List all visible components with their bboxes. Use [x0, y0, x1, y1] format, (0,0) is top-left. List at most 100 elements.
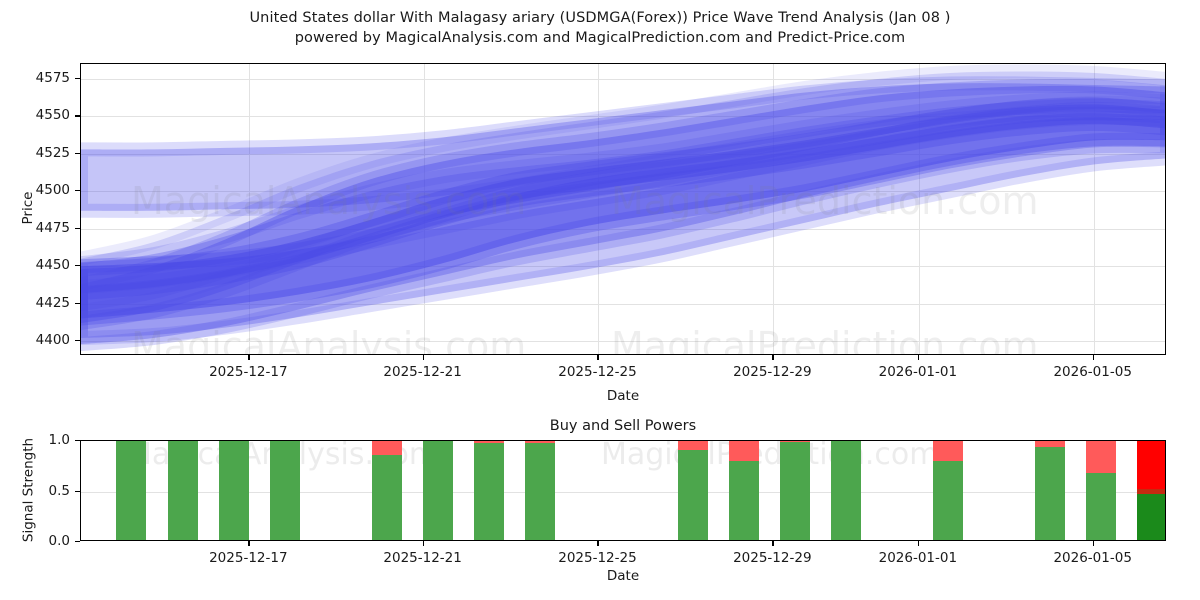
signal-bar[interactable] — [371, 441, 402, 540]
price-gridline-h — [81, 116, 1165, 118]
price-x-tickmark — [772, 355, 774, 360]
price-y-tick-label: 4400 — [35, 332, 70, 349]
price-y-tick-label: 4575 — [35, 69, 70, 86]
price-y-tickmark — [75, 227, 80, 229]
signal-bar-buy-segment — [218, 441, 249, 540]
signal-bar[interactable] — [167, 441, 198, 540]
signal-bar[interactable] — [831, 441, 862, 540]
signal-y-tick-label: 1.0 — [48, 432, 70, 448]
price-x-tick-label: 2026-01-05 — [1053, 364, 1132, 380]
signal-bar[interactable] — [269, 441, 300, 540]
signal-bar[interactable] — [780, 441, 811, 540]
price-y-tickmark — [75, 302, 80, 304]
price-gridline-h — [81, 303, 1165, 305]
price-gridline-v — [249, 64, 251, 354]
signal-x-tickmark — [1092, 541, 1094, 546]
signal-x-tick-label: 2026-01-01 — [878, 550, 958, 566]
signal-bar-buy-segment — [933, 461, 964, 540]
signal-x-tick-label: 2026-01-05 — [1053, 550, 1132, 566]
price-y-tickmark — [75, 265, 80, 267]
signal-bar-buy-segment — [677, 450, 708, 540]
signal-x-tickmark — [917, 541, 920, 546]
price-gridline-h — [81, 153, 1165, 155]
signal-bar-sell-segment — [677, 441, 708, 451]
price-x-tick-label: 2025-12-17 — [209, 364, 288, 380]
price-y-tick-label: 4425 — [35, 294, 70, 311]
price-y-tickmark — [75, 190, 80, 192]
signal-bar-buy-segment — [422, 441, 453, 540]
price-x-tickmark — [248, 355, 250, 360]
signal-bar[interactable] — [1137, 441, 1165, 540]
price-x-tick-label: 2025-12-25 — [558, 364, 637, 380]
price-x-tickmark — [1092, 355, 1094, 360]
signal-y-tickmark — [75, 440, 80, 442]
wave-band — [81, 76, 1165, 218]
price-gridline-v — [918, 64, 920, 354]
price-gridline-v — [773, 64, 775, 354]
signal-x-tick-label: 2025-12-17 — [209, 550, 288, 566]
signal-bar[interactable] — [473, 441, 504, 540]
signal-bar[interactable] — [933, 441, 964, 540]
signal-bar[interactable] — [1086, 441, 1117, 540]
signal-bar-buy-segment — [524, 443, 555, 540]
buy-sell-powers-plot: MagicalAnalysis.com MagicalPrediction.co… — [80, 440, 1166, 541]
price-x-tickmark — [917, 355, 920, 360]
signal-gridline-h — [81, 491, 1165, 493]
price-gridline-v — [1093, 64, 1095, 354]
price-gridline-h — [81, 266, 1165, 268]
signal-bar-buy-segment — [1035, 447, 1066, 540]
signal-bar-sell-segment — [371, 441, 402, 456]
price-gridline-h — [81, 341, 1165, 343]
signal-y-tickmark — [75, 490, 80, 492]
signal-bar[interactable] — [116, 441, 147, 540]
price-y-tick-label: 4500 — [35, 182, 70, 199]
signal-x-tickmark — [422, 541, 424, 546]
chart-title-block: United States dollar With Malagasy ariar… — [0, 8, 1200, 48]
signal-bar[interactable] — [677, 441, 708, 540]
price-y-tick-label: 4475 — [35, 219, 70, 236]
signal-y-axis-label: Signal Strength — [20, 437, 36, 542]
price-y-tick-label: 4550 — [35, 107, 70, 124]
price-x-tick-label: 2026-01-01 — [878, 364, 958, 380]
signal-bar-sell-segment — [933, 441, 964, 462]
signal-bar-buy-segment — [473, 443, 504, 540]
price-x-tick-label: 2025-12-21 — [383, 364, 462, 380]
wave-band — [81, 97, 1165, 301]
price-x-tickmark — [422, 355, 424, 360]
signal-x-tickmark — [248, 541, 250, 546]
signal-bar-sell-segment — [1035, 441, 1066, 448]
signal-bar-sell-segment — [1137, 441, 1165, 494]
price-wave-plot: MagicalAnalysis.com MagicalPrediction.co… — [80, 63, 1166, 355]
signal-bar-buy-segment — [167, 441, 198, 540]
price-y-tick-label: 4450 — [35, 257, 70, 274]
signal-y-tickmark — [75, 541, 80, 543]
price-gridline-h — [81, 228, 1165, 230]
price-y-tick-label: 4525 — [35, 144, 70, 161]
signal-bar-buy-segment — [371, 455, 402, 540]
chart-title-line-2: powered by MagicalAnalysis.com and Magic… — [294, 30, 906, 46]
signal-x-tick-label: 2025-12-29 — [733, 550, 812, 566]
price-y-tickmark — [75, 115, 80, 117]
price-y-axis-label: Price — [20, 191, 36, 225]
signal-bar-buy-segment — [1086, 473, 1117, 540]
signal-bar[interactable] — [422, 441, 453, 540]
price-x-axis-label: Date — [606, 388, 640, 404]
price-gridline-h — [81, 78, 1165, 80]
signal-y-tick-label: 0.5 — [48, 482, 70, 499]
signal-bar-buy-segment — [116, 441, 147, 540]
signal-bar[interactable] — [524, 441, 555, 540]
price-y-tickmark — [75, 77, 80, 80]
signal-x-tick-label: 2025-12-25 — [558, 550, 637, 566]
signal-bar-sell-segment — [473, 441, 504, 444]
price-y-tickmark — [75, 152, 80, 155]
signal-bar[interactable] — [1035, 441, 1066, 540]
signal-bar-sell-segment — [729, 441, 759, 462]
signal-bar[interactable] — [218, 441, 249, 540]
signal-bar-highlight-band — [1137, 488, 1165, 494]
price-y-tickmark — [75, 340, 80, 342]
wave-band — [81, 110, 1165, 352]
signal-bar[interactable] — [729, 441, 759, 540]
signal-bar-buy-segment — [780, 442, 811, 540]
watermark-prediction-3: MagicalPrediction.com — [601, 440, 939, 472]
